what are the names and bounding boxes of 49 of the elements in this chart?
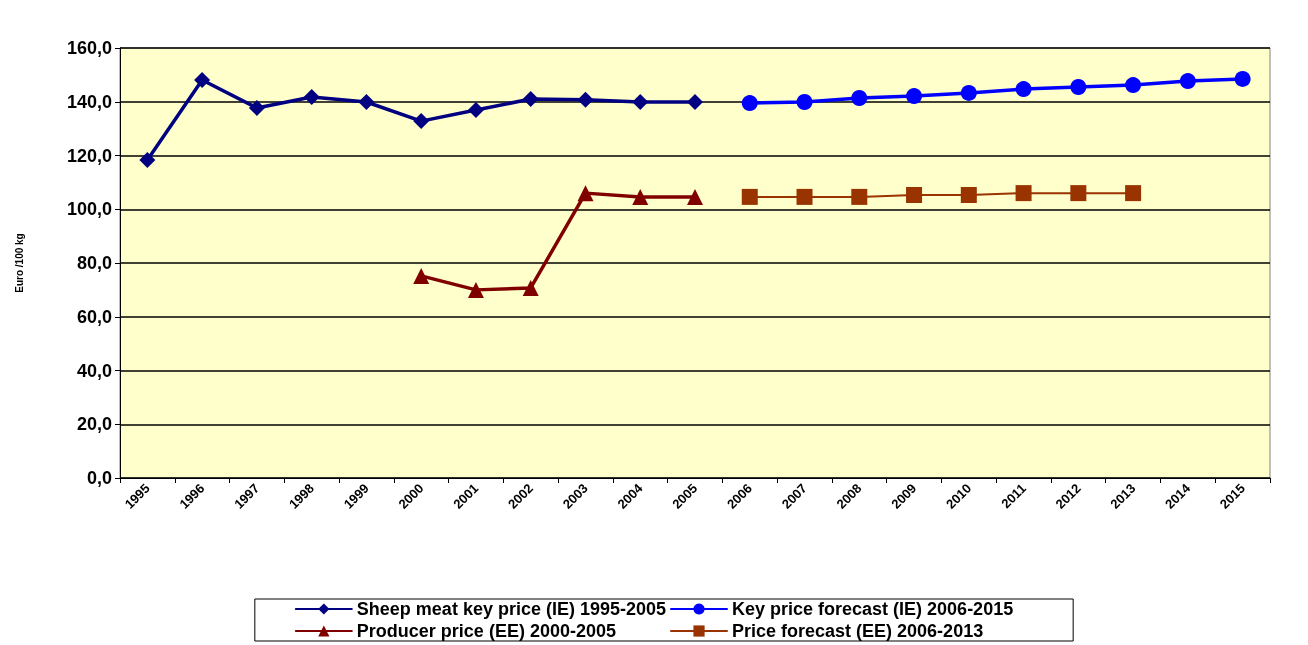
point: [851, 89, 868, 106]
y-tick-label: 140,0: [66, 91, 112, 112]
point: [1234, 70, 1251, 87]
legend-label: Producer price (EE) 2000-2005: [356, 621, 616, 641]
point: [1125, 77, 1142, 94]
point: [851, 188, 868, 205]
point: [522, 91, 539, 108]
point: [467, 281, 484, 298]
point: [1015, 81, 1032, 98]
point: [1015, 185, 1032, 202]
y-tick-label: 60,0: [76, 306, 112, 327]
point: [1070, 78, 1087, 95]
y-tick-label: 0,0: [86, 468, 112, 488]
legend-label: Key price forecast (IE) 2006-2015: [732, 599, 1014, 619]
y-tick-label: 100,0: [66, 199, 112, 220]
point: [796, 94, 813, 111]
point: [960, 187, 977, 204]
point: [358, 94, 375, 111]
point: [577, 91, 594, 108]
point: [741, 95, 758, 112]
point: [906, 187, 923, 204]
point: [906, 88, 923, 105]
point: [303, 88, 320, 105]
point: [1125, 185, 1142, 202]
y-tick-label: 20,0: [76, 414, 112, 435]
y-tick-label: 40,0: [76, 360, 112, 381]
point: [139, 152, 156, 169]
legend-label: Sheep meat key price (IE) 1995-2005: [356, 599, 667, 619]
point: [467, 102, 484, 119]
point: [632, 94, 649, 111]
point: [1179, 73, 1196, 90]
point: [796, 188, 813, 205]
point: [413, 113, 430, 130]
legend-label: Price forecast (EE) 2006-2013: [732, 621, 984, 641]
y-tick-label: 80,0: [76, 253, 112, 273]
point: [1070, 185, 1087, 202]
point: [522, 279, 539, 296]
point: [687, 188, 703, 205]
point: [577, 185, 594, 202]
point: [413, 267, 430, 284]
point: [741, 188, 758, 205]
point: [248, 99, 265, 116]
point: [632, 188, 649, 205]
point: [960, 84, 977, 101]
y-tick-label: 120,0: [66, 145, 112, 166]
point: [194, 71, 211, 88]
point: [687, 94, 703, 111]
y-tick-label: 160,0: [66, 38, 112, 58]
y-axis-title: Euro /100 kg: [13, 233, 25, 293]
